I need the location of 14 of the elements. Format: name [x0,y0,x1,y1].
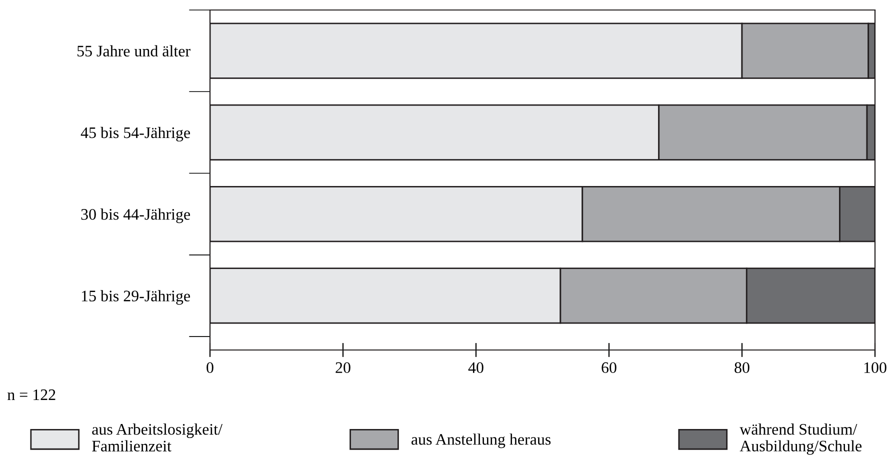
y-tick-label: 30 bis 44-Jährige [81,208,190,224]
legend-label: aus Anstellung heraus [412,434,551,448]
x-tick-label: 20 [336,362,350,374]
legend-label: während Studium/ Ausbildung/Schule [740,423,862,455]
x-tick-label: 100 [864,362,886,374]
text: n = 122 [8,389,56,400]
x-tick-label: 40 [468,362,484,374]
x-tick-label: 80 [734,362,750,374]
y-tick-label: 45 bis 54-Jährige [80,126,190,142]
y-tick-label: 55 Jahre und älter [78,45,190,57]
x-tick-label: 60 [602,362,616,374]
y-tick-label: 15 bis 29-Jährige [82,290,190,305]
legend-label: aus Arbeitslosigkeit/ Familienzeit [92,423,222,452]
x-tick-label: 0 [206,362,214,374]
